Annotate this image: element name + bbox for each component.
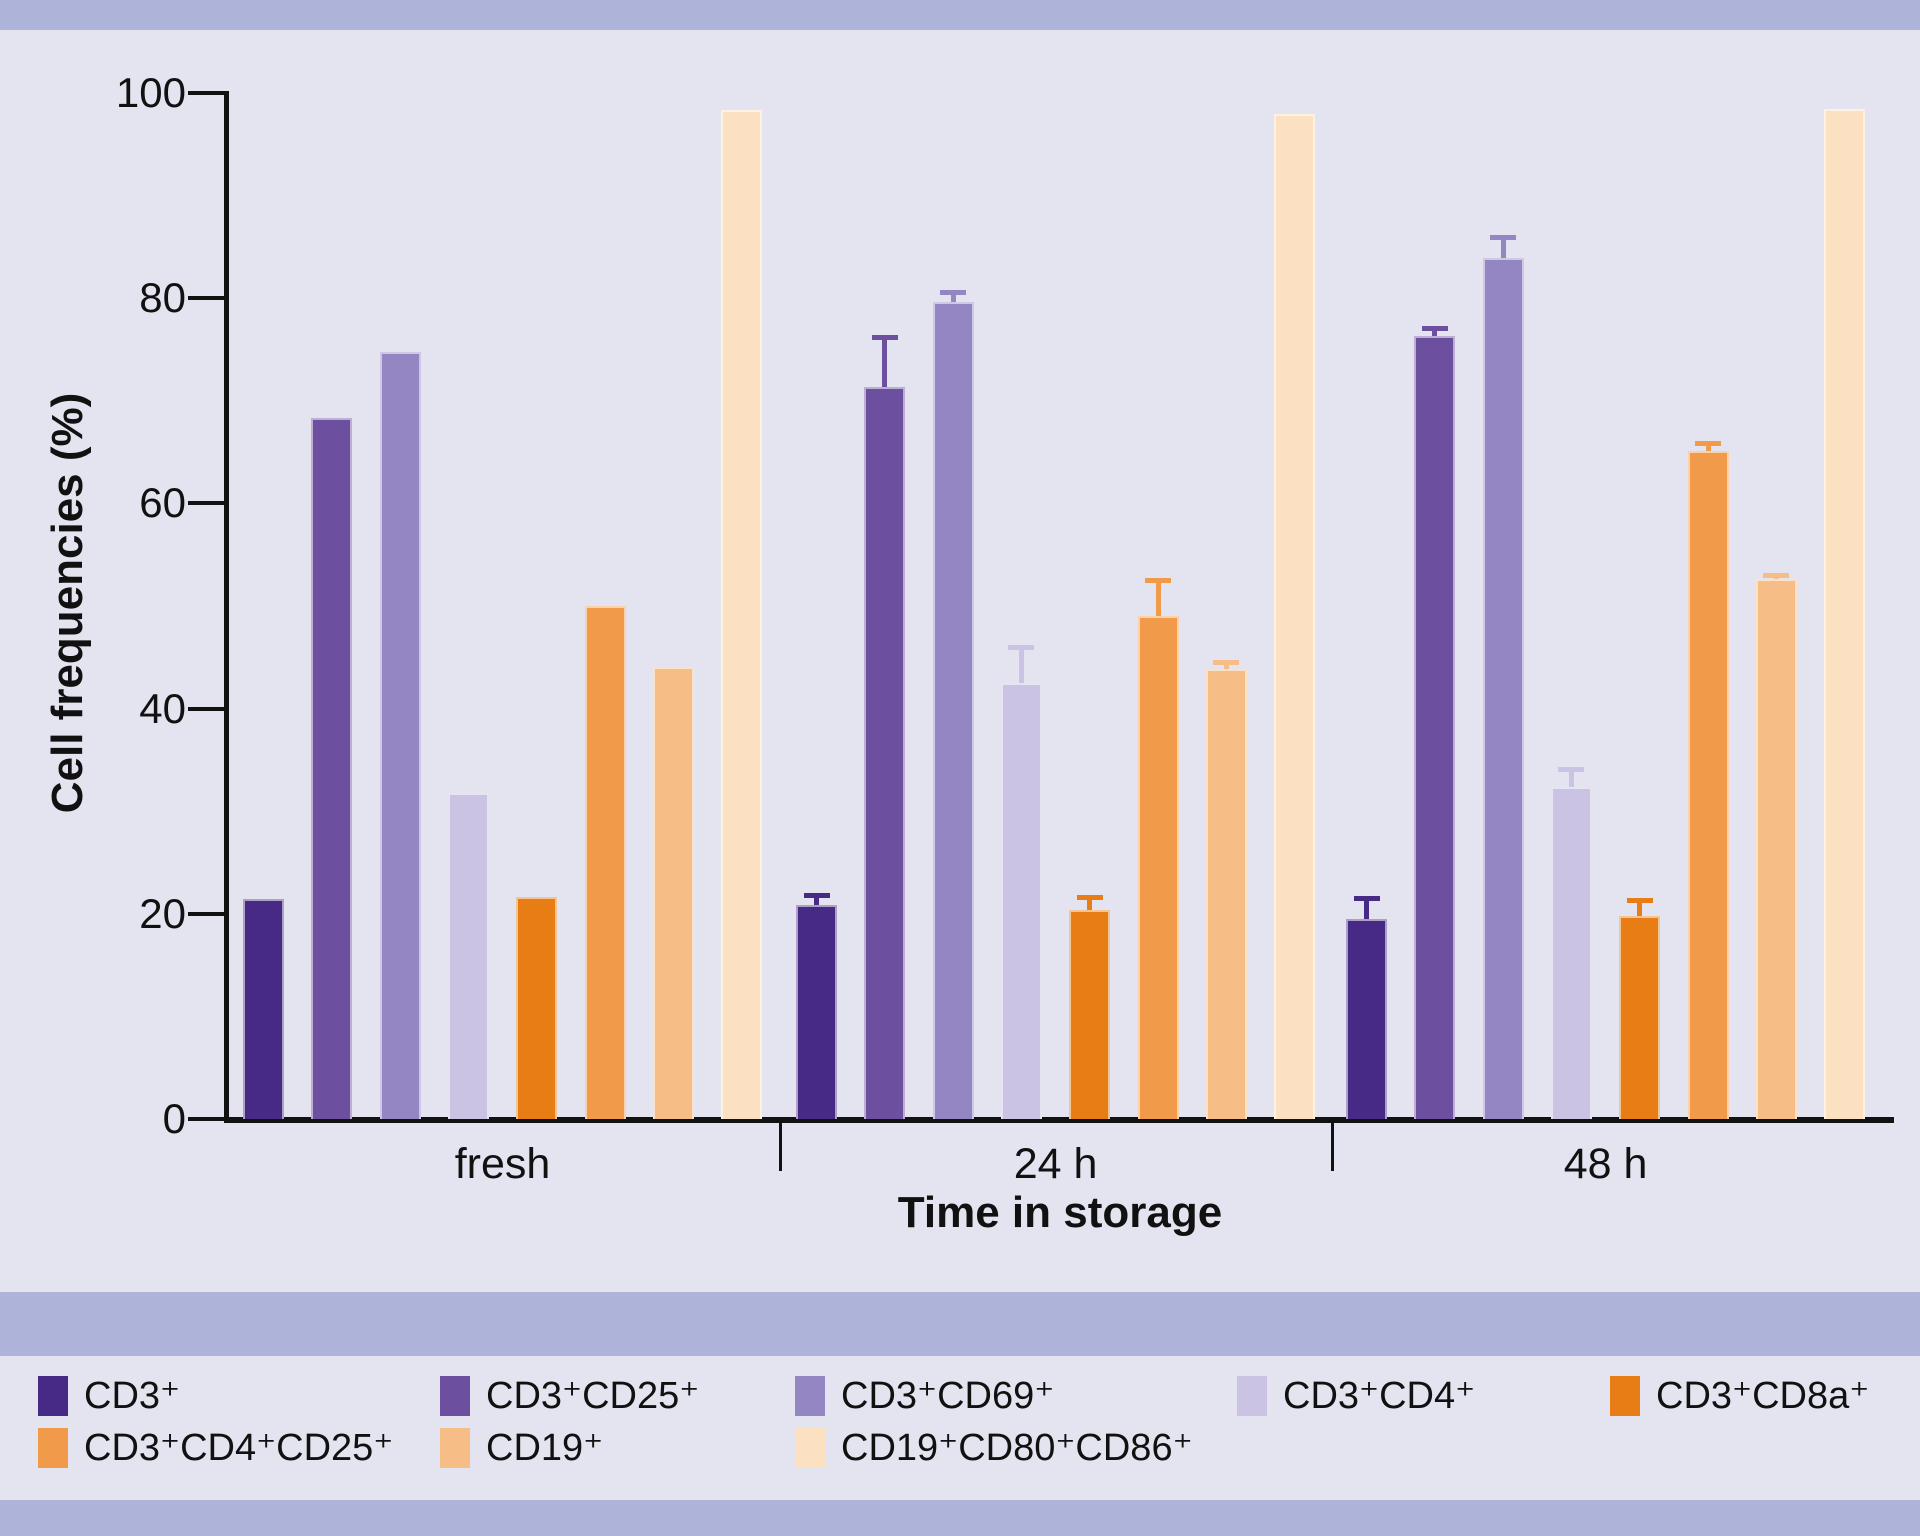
- top-accent-band: [0, 0, 1920, 30]
- legend-label-cd3cd8a: CD3⁺CD8a⁺: [1656, 1375, 1870, 1417]
- legend-swatch-cd3cd25: [440, 1376, 470, 1416]
- error-bar-stem-cd3cd4cd25-48h: [1705, 443, 1711, 452]
- bar-cd3cd69-24h: [932, 302, 974, 1119]
- legend-label-cd3cd4cd25: CD3⁺CD4⁺CD25⁺: [84, 1427, 394, 1469]
- error-bar-cap-cd3cd69-24h: [940, 290, 967, 296]
- error-bar-cap-cd3-48h: [1353, 896, 1380, 902]
- group-divider-tick-1: [1330, 1123, 1334, 1171]
- plot-area: Cell frequencies (%) Time in storage 0 20…: [43, 69, 1894, 1237]
- y-tick-40: [188, 706, 224, 711]
- legend-swatch-cd3cd4: [1237, 1376, 1267, 1416]
- legend-label-cd19: CD19⁺: [486, 1427, 604, 1469]
- bar-cd19-48h: [1755, 579, 1797, 1119]
- legend: CD3⁺ CD3⁺CD25⁺ CD3⁺CD69⁺ CD3⁺CD4⁺ CD3⁺CD8a⁺ C…: [0, 1356, 1920, 1500]
- y-tick-label-60: 60: [139, 479, 186, 527]
- legend-label-cd19cd80cd86: CD19⁺CD80⁺CD86⁺: [841, 1427, 1193, 1469]
- legend-swatch-cd19cd80cd86: [795, 1428, 825, 1468]
- bar-cd3cd69-48h: [1482, 258, 1524, 1119]
- legend-swatch-cd3cd8a: [1610, 1376, 1640, 1416]
- bar-cd3cd25-48h: [1414, 336, 1456, 1119]
- bar-cd3cd4cd25-24h: [1137, 616, 1179, 1119]
- y-tick-60: [188, 501, 224, 506]
- error-bar-stem-cd3cd69-48h: [1500, 237, 1506, 259]
- category-label-48h: 48 h: [1563, 1140, 1648, 1188]
- y-tick-80: [188, 296, 224, 301]
- middle-accent-band: [0, 1292, 1920, 1356]
- bar-cd3cd4-24h: [1000, 682, 1042, 1119]
- error-bar-stem-cd3cd8a-24h: [1087, 898, 1093, 910]
- category-label-24h: 24 h: [1013, 1140, 1098, 1188]
- bar-cd3cd25-24h: [864, 387, 906, 1119]
- bar-cd3cd4-48h: [1550, 786, 1592, 1119]
- x-axis-line: [224, 1117, 1894, 1123]
- y-tick-20: [188, 911, 224, 916]
- bar-cd3cd25-fresh: [311, 418, 353, 1119]
- error-bar-stem-cd3cd8a-48h: [1637, 901, 1643, 916]
- error-bar-stem-cd3cd69-24h: [950, 293, 956, 303]
- group-divider-tick-0: [779, 1123, 783, 1171]
- legend-label-cd3cd25: CD3⁺CD25⁺: [486, 1375, 700, 1417]
- error-bar-stem-cd3cd4-48h: [1568, 770, 1574, 787]
- error-bar-cap-cd3cd4cd25-48h: [1695, 440, 1721, 446]
- legend-label-cd3cd4: CD3⁺CD4⁺: [1283, 1375, 1476, 1417]
- error-bar-cap-cd19-24h: [1213, 660, 1240, 666]
- y-tick-label-40: 40: [139, 684, 186, 732]
- error-bar-cap-cd19-48h: [1763, 573, 1790, 579]
- bar-cd3-24h: [796, 904, 837, 1119]
- category-label-fresh: fresh: [454, 1140, 551, 1188]
- legend-label-cd3: CD3⁺: [84, 1375, 181, 1417]
- bar-cd3cd4-fresh: [447, 792, 489, 1119]
- y-tick-label-100: 100: [115, 69, 186, 116]
- bar-cd3cd8a-24h: [1069, 909, 1111, 1119]
- bar-cd19-24h: [1205, 668, 1247, 1119]
- y-tick-0: [188, 1117, 224, 1121]
- error-bar-cap-cd3cd25-24h: [871, 335, 898, 341]
- bottom-accent-band: [0, 1500, 1920, 1536]
- error-bar-cap-cd3cd8a-48h: [1626, 898, 1653, 904]
- bar-cd19cd80cd86-fresh: [721, 110, 763, 1119]
- error-bar-stem-cd19-24h: [1223, 663, 1229, 669]
- error-bar-cap-cd3cd25-48h: [1421, 325, 1448, 331]
- x-axis-title: Time in storage: [897, 1188, 1223, 1237]
- bar-cd19cd80cd86-48h: [1824, 109, 1866, 1119]
- bar-cd3-48h: [1346, 918, 1387, 1119]
- bar-cd3cd69-fresh: [379, 351, 421, 1119]
- bar-cd3cd8a-48h: [1619, 915, 1661, 1119]
- error-bar-cap-cd3cd4cd25-24h: [1145, 578, 1171, 584]
- error-bar-stem-cd3cd4cd25-24h: [1155, 581, 1161, 617]
- y-tick-label-80: 80: [139, 274, 186, 322]
- legend-swatch-cd19: [440, 1428, 470, 1468]
- y-axis-title: Cell frequencies (%): [43, 392, 92, 814]
- bar-cd3cd4cd25-fresh: [584, 606, 626, 1119]
- error-bar-stem-cd3cd25-48h: [1432, 328, 1438, 337]
- bar-cd3cd8a-fresh: [516, 897, 558, 1119]
- bar-cd3cd4cd25-48h: [1687, 451, 1729, 1119]
- error-bar-stem-cd3cd25-24h: [882, 338, 888, 388]
- error-bar-stem-cd3-24h: [814, 896, 819, 905]
- y-tick-100: [188, 91, 224, 95]
- y-tick-label-0: 0: [162, 1095, 186, 1142]
- y-axis-line: [224, 91, 229, 1123]
- legend-label-cd3cd69: CD3⁺CD69⁺: [841, 1375, 1055, 1417]
- error-bar-cap-cd3cd4-24h: [1008, 645, 1035, 651]
- legend-swatch-cd3cd69: [795, 1376, 825, 1416]
- error-bar-cap-cd3cd69-48h: [1490, 234, 1517, 240]
- legend-swatch-cd3: [38, 1376, 68, 1416]
- error-bar-stem-cd3-48h: [1364, 899, 1369, 919]
- bar-cd19cd80cd86-24h: [1274, 113, 1316, 1119]
- legend-swatch-cd3cd4cd25: [38, 1428, 68, 1468]
- bar-cd19-fresh: [652, 666, 694, 1119]
- bar-cd3-fresh: [243, 899, 284, 1119]
- error-bar-cap-cd3-24h: [803, 893, 830, 899]
- y-tick-label-20: 20: [139, 889, 186, 937]
- error-bar-cap-cd3cd4-48h: [1558, 767, 1585, 773]
- error-bar-stem-cd3cd4-24h: [1018, 648, 1024, 683]
- error-bar-cap-cd3cd8a-24h: [1076, 895, 1103, 901]
